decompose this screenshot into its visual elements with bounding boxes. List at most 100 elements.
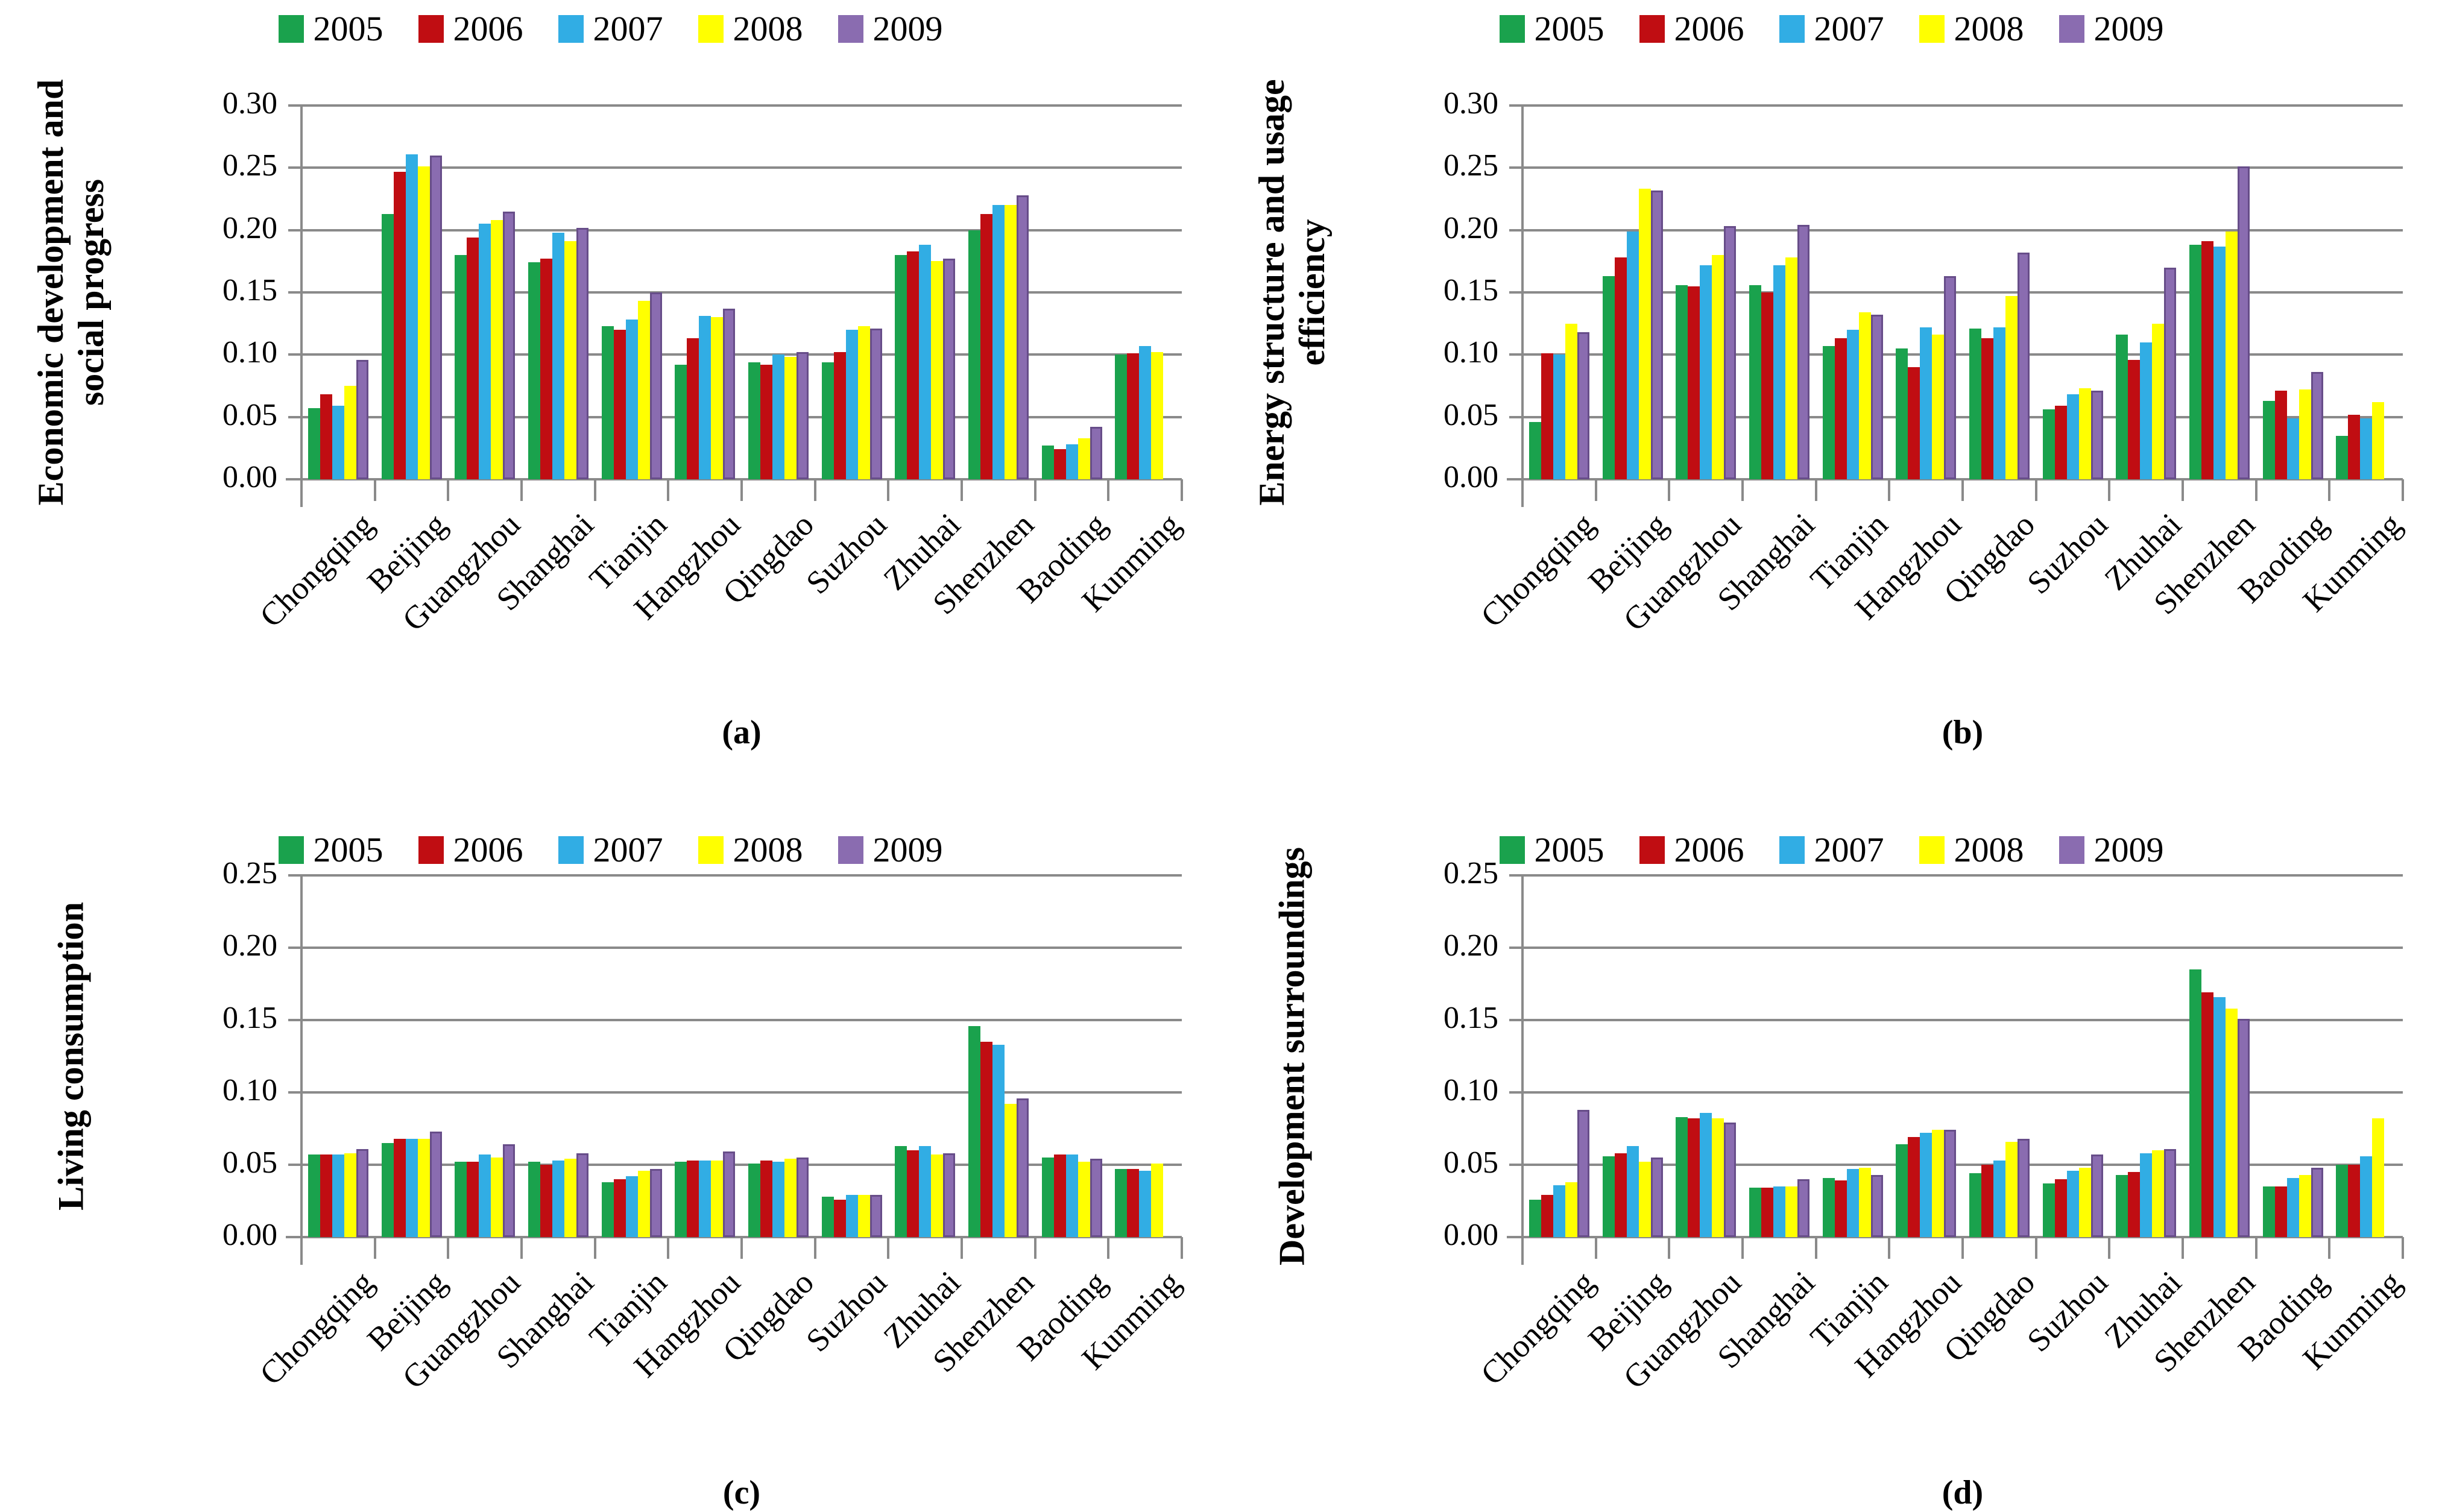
bar-Shenzhen-2009 [2237,1019,2250,1237]
y-tick-label: 0.30 [222,86,277,121]
legend-item-2005: 2005 [278,830,383,870]
bar-Guangzhou-2006 [1688,286,1700,479]
bar-Suzhou-2008 [2078,1168,2091,1237]
y-tick-label: 0.25 [1443,856,1498,890]
y-axis-line [300,875,303,1265]
bar-Baoding-2009 [2311,1168,2323,1237]
x-tick [740,1237,743,1259]
gridline [1522,415,2403,418]
y-tick [288,1164,301,1166]
y-tick-label: 0.10 [222,335,277,370]
plot-area: 0.00 0.05 0.10 0.15 0.20 0.25 Chongqing Beijing… [1221,752,2442,1505]
bar-Zhuhai-2008 [931,261,944,479]
y-axis-line [300,106,303,507]
y-tick [288,415,301,418]
bar-Shenzhen-2005 [2189,245,2201,479]
bar-Baoding-2009 [1090,1159,1102,1237]
legend-swatch-icon [698,14,724,43]
x-tick [667,1237,670,1259]
x-tick [961,479,963,501]
legend: 2005 2006 2007 2008 2009 [1221,830,2442,870]
x-tick [2034,1237,2037,1259]
bar-Shanghai-2008 [1785,1186,1797,1237]
x-tick [1668,479,1671,501]
x-category-label: Chongqing [1473,506,1601,634]
bar-Shenzhen-2007 [2213,997,2226,1237]
bar-Kunming-2008 [2372,1118,2385,1237]
bar-Guangzhou-2006 [1688,1118,1700,1237]
panel-d: 2005 2006 2007 2008 2009 Development surround… [1221,752,2442,1511]
x-tick [2402,1237,2404,1259]
x-tick [1594,479,1597,501]
bar-Qingdao-2009 [2017,1139,2030,1237]
gridline [1507,1236,2403,1238]
legend-item-2009: 2009 [838,8,943,49]
bar-Shanghai-2007 [552,1161,564,1237]
bar-Baoding-2006 [1053,1154,1066,1237]
bar-Guangzhou-2009 [1724,1123,1737,1237]
gridline [301,104,1182,107]
bar-Qingdao-2008 [784,357,797,479]
legend-label: 2005 [313,830,383,869]
y-tick [288,1091,301,1094]
x-category-label: Chongqing [1473,1264,1601,1392]
bar-Beijing-2007 [405,1139,418,1237]
y-tick-label: 0.15 [222,1001,277,1035]
y-tick [288,478,301,480]
bar-Zhuhai-2006 [2128,1172,2141,1237]
bar-Chongqing-2009 [1577,1110,1589,1237]
y-axis-line [1521,106,1524,507]
x-tick [2254,479,2257,501]
y-tick-label: 0.00 [1443,460,1498,494]
bar-Shanghai-2005 [1749,285,1761,479]
legend-item-2008: 2008 [1919,830,2024,870]
legend-label: 2008 [733,830,803,869]
x-tick [593,479,596,501]
bar-Tianjin-2009 [649,292,662,479]
bar-Shenzhen-2008 [2225,1009,2238,1237]
y-tick-label: 0.15 [1443,273,1498,307]
x-tick [1741,1237,1744,1259]
bar-Baoding-2008 [2298,1175,2311,1237]
y-tick-label: 0.25 [222,856,277,890]
y-tick-label: 0.05 [1443,397,1498,432]
bar-Kunming-2006 [1127,1169,1140,1237]
bar-Zhuhai-2005 [2116,1175,2128,1237]
gridline [301,415,1182,418]
x-tick [447,479,450,501]
bar-Beijing-2008 [1638,189,1651,479]
x-category-label: Suzhou [799,1264,894,1359]
bar-Guangzhou-2007 [1700,265,1712,479]
x-tick [1814,479,1817,501]
bar-Zhuhai-2006 [2128,360,2141,479]
bar-Chongqing-2007 [1553,1185,1565,1237]
bar-Suzhou-2007 [2066,394,2079,479]
bar-Qingdao-2008 [784,1159,797,1237]
bar-Beijing-2006 [1614,1153,1627,1237]
y-tick-label: 0.20 [222,210,277,245]
legend-label: 2009 [872,9,943,48]
bar-Shanghai-2005 [528,1162,540,1237]
bar-Suzhou-2005 [2042,1183,2055,1237]
x-tick [520,1237,523,1259]
bar-Chongqing-2006 [320,1154,332,1237]
legend-item-2006: 2006 [1639,830,1744,870]
bar-Shenzhen-2005 [2189,969,2201,1237]
bar-Baoding-2005 [2262,1186,2275,1237]
bar-Guangzhou-2009 [1724,226,1737,479]
x-tick [667,479,670,501]
legend-item-2008: 2008 [698,8,803,49]
bar-Baoding-2006 [1053,449,1066,479]
bar-Hangzhou-2009 [723,1151,736,1237]
x-tick [1888,1237,1891,1259]
legend-item-2005: 2005 [1499,8,1604,49]
gridline [286,1236,1182,1238]
y-tick [288,104,301,107]
bar-Baoding-2006 [2274,391,2287,479]
gridline [301,1019,1182,1021]
plot-area: 0.00 0.05 0.10 0.15 0.20 0.25 0.30 Chongqing Bei… [0,0,1221,752]
y-tick [1509,1164,1522,1166]
bar-Guangzhou-2009 [503,212,516,479]
bar-Chongqing-2007 [1553,354,1565,479]
bar-Zhuhai-2006 [907,1150,920,1237]
